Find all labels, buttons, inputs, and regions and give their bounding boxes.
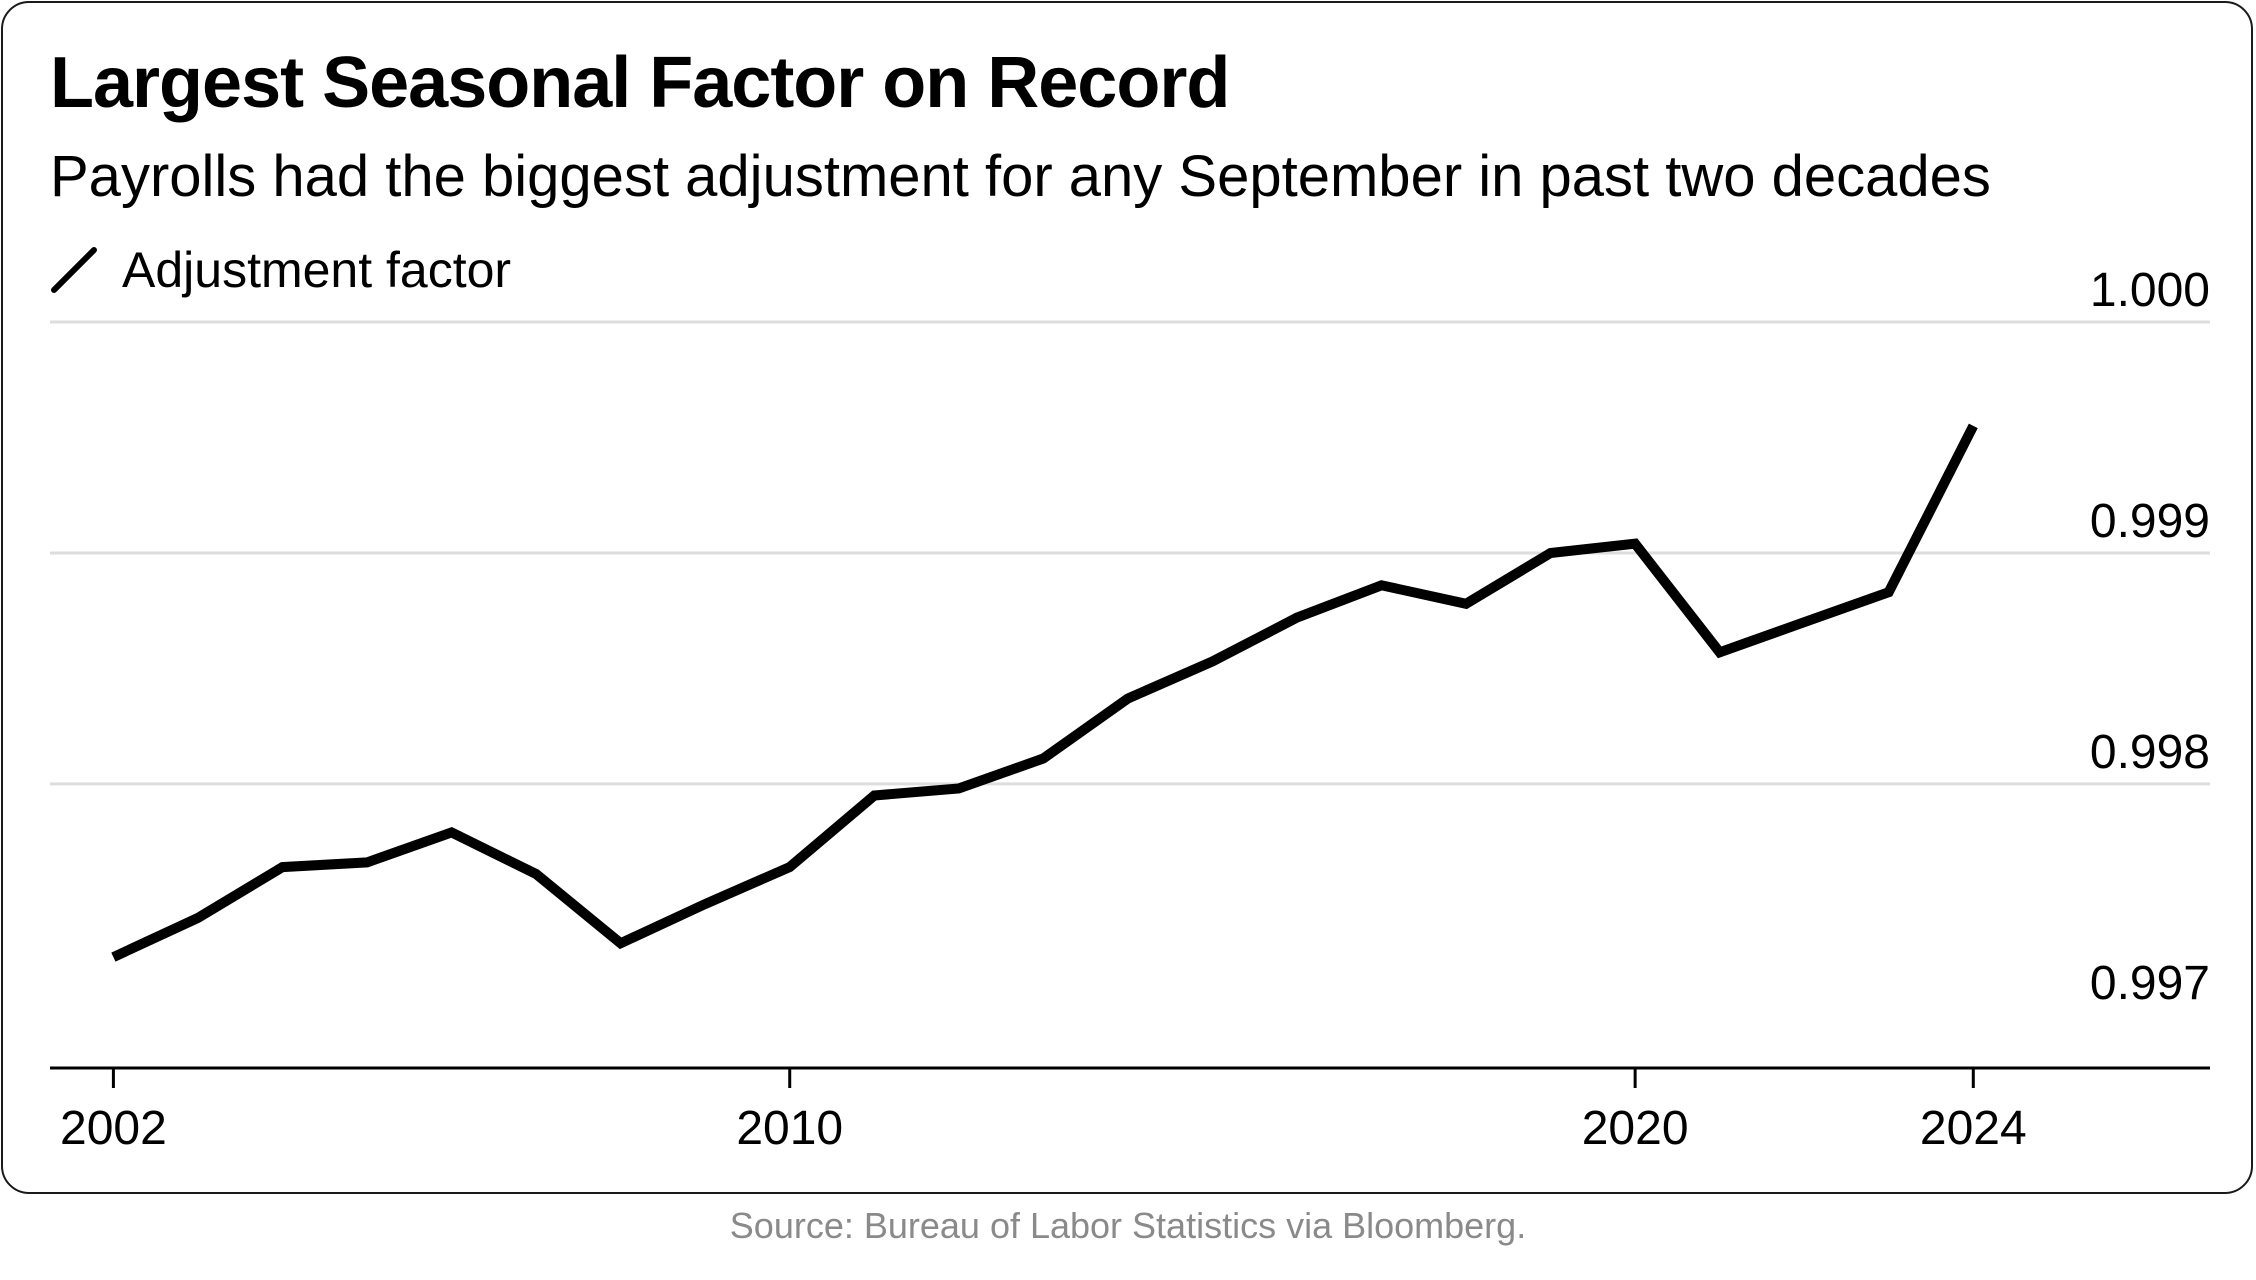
x-tick-label: 2024 <box>1920 1102 2027 1155</box>
data-point <box>193 913 203 923</box>
data-point <box>447 827 457 837</box>
data-point <box>1630 539 1640 549</box>
y-tick-label: 1.000 <box>2090 264 2210 317</box>
line-chart: 0.997 0.998 0.999 1.000 2002 2010 2020 2024 <box>50 264 2210 1155</box>
data-point <box>362 857 372 867</box>
y-tick-label: 0.999 <box>2090 495 2210 548</box>
legend-line-icon <box>51 247 97 293</box>
data-point <box>277 862 287 872</box>
legend: Adjustment factor <box>50 238 511 302</box>
legend-label: Adjustment factor <box>122 242 512 298</box>
x-tick-label: 2002 <box>60 1102 167 1155</box>
series-line <box>111 423 1978 962</box>
data-point <box>954 784 964 794</box>
y-tick-label: 0.998 <box>2090 726 2210 779</box>
data-point <box>1799 617 1809 627</box>
data-point <box>1546 548 1556 558</box>
data-point <box>1292 613 1302 623</box>
data-point <box>108 952 118 962</box>
data-point <box>1207 657 1217 667</box>
x-tick-label: 2020 <box>1582 1102 1689 1155</box>
data-point <box>1123 693 1133 703</box>
x-tick-label: 2010 <box>736 1102 843 1155</box>
data-point <box>616 938 626 948</box>
data-point <box>1968 421 1978 431</box>
data-point <box>1715 647 1725 657</box>
data-point <box>1461 599 1471 609</box>
data-point <box>700 899 710 909</box>
data-point <box>1038 754 1048 764</box>
data-point <box>531 869 541 879</box>
data-point <box>785 862 795 872</box>
data-point <box>869 790 879 800</box>
y-tick-label: 0.997 <box>2090 957 2210 1010</box>
source-note: Source: Bureau of Labor Statistics via B… <box>729 1205 1527 1246</box>
chart-title: Largest Seasonal Factor on Record <box>50 43 1230 123</box>
data-point <box>1884 587 1894 597</box>
data-point <box>1377 580 1387 590</box>
chart-subtitle: Payrolls had the biggest adjustment for … <box>50 144 1991 209</box>
